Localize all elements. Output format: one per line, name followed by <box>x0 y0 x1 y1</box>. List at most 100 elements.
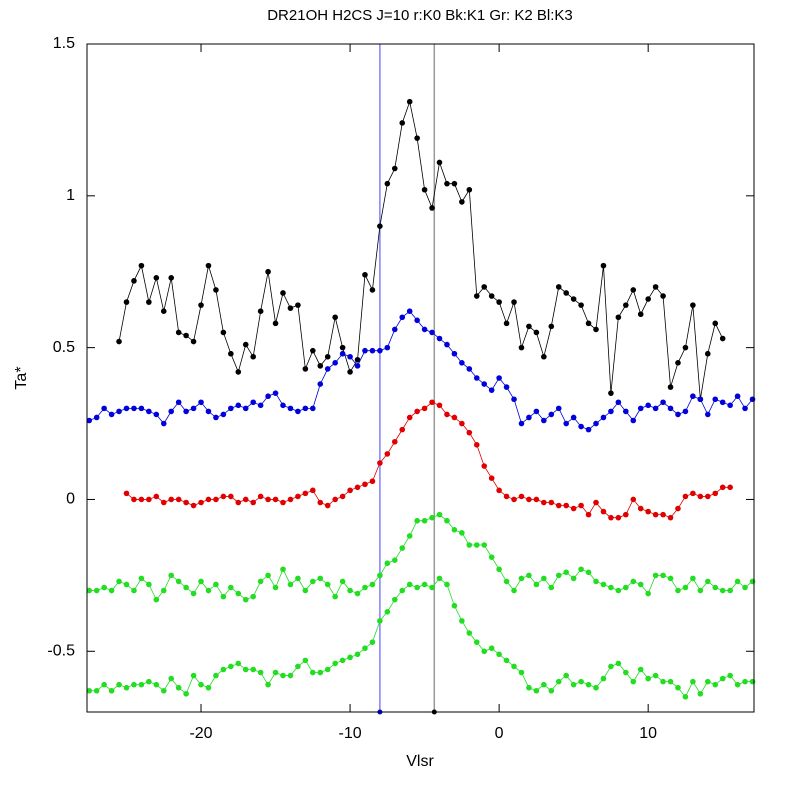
data-point <box>198 681 204 688</box>
data-point <box>295 302 301 308</box>
data-point <box>645 590 651 597</box>
data-point <box>503 493 510 500</box>
data-point <box>548 687 555 694</box>
data-point <box>436 335 443 342</box>
data-point <box>332 360 338 366</box>
x-tick-label: 0 <box>495 725 504 742</box>
data-point <box>399 120 406 126</box>
data-point <box>541 353 547 360</box>
data-point <box>421 581 428 588</box>
data-point <box>116 578 122 585</box>
data-point <box>511 663 517 670</box>
data-point <box>608 408 614 415</box>
data-point <box>637 666 644 673</box>
data-point <box>183 332 189 339</box>
data-point <box>690 678 696 685</box>
x-axis-label: Vlsr <box>406 753 434 770</box>
data-point <box>473 293 480 299</box>
data-point <box>362 347 368 354</box>
data-point <box>719 484 726 491</box>
data-point <box>578 502 584 509</box>
data-point <box>414 135 420 141</box>
data-point <box>362 645 368 652</box>
data-point <box>451 414 458 421</box>
data-point <box>220 411 227 418</box>
data-point <box>444 581 450 588</box>
data-point <box>608 514 614 521</box>
data-point <box>295 408 301 415</box>
data-point <box>101 681 107 688</box>
data-point <box>719 399 726 406</box>
data-point <box>630 578 637 585</box>
data-point <box>310 669 316 676</box>
data-point <box>190 338 197 345</box>
data-point <box>555 502 562 509</box>
data-point <box>682 694 689 700</box>
data-point <box>690 393 696 400</box>
data-point <box>503 578 510 585</box>
data-point <box>257 402 264 409</box>
data-point <box>511 587 517 594</box>
data-point <box>131 587 137 594</box>
data-point <box>153 596 160 603</box>
data-point <box>116 338 122 345</box>
data-point <box>399 314 406 321</box>
data-point <box>317 363 324 369</box>
data-point <box>570 505 577 512</box>
data-point <box>362 271 368 278</box>
data-point <box>242 596 249 603</box>
data-point <box>406 581 413 588</box>
data-point <box>220 593 227 600</box>
data-point <box>160 420 167 427</box>
data-point <box>623 302 629 308</box>
data-point <box>347 353 353 360</box>
data-point <box>682 344 689 351</box>
data-point <box>526 572 532 579</box>
data-point <box>123 299 130 305</box>
data-point <box>205 684 212 691</box>
data-point <box>473 442 480 448</box>
data-point <box>354 356 361 363</box>
data-point <box>704 493 711 500</box>
data-point <box>377 347 383 354</box>
data-point <box>295 493 301 500</box>
data-point <box>563 502 569 509</box>
data-point <box>287 496 294 503</box>
y-tick-label: 0.5 <box>53 339 75 356</box>
data-point <box>354 363 361 369</box>
data-point <box>160 687 167 694</box>
data-point <box>138 405 145 412</box>
data-point <box>332 660 338 667</box>
data-point <box>466 542 473 548</box>
data-point <box>712 396 719 403</box>
data-point <box>347 369 353 375</box>
data-point <box>570 575 577 582</box>
data-point <box>511 299 517 305</box>
data-point <box>600 414 607 421</box>
data-point <box>660 293 666 299</box>
y-axis-label: Ta* <box>13 366 30 389</box>
data-point <box>257 308 264 315</box>
data-point <box>406 308 413 315</box>
data-point <box>481 542 488 548</box>
data-point <box>690 490 696 497</box>
data-point <box>168 496 175 503</box>
data-point <box>652 511 659 518</box>
data-point <box>727 484 733 491</box>
data-point <box>518 669 525 676</box>
data-point <box>131 496 137 503</box>
data-point <box>675 411 681 418</box>
data-point <box>690 302 696 308</box>
data-point <box>608 663 614 670</box>
data-point <box>272 669 279 676</box>
data-point <box>630 287 637 293</box>
data-point <box>585 320 592 327</box>
data-point <box>667 678 674 685</box>
data-point <box>615 514 622 521</box>
data-point <box>235 499 242 506</box>
data-point <box>332 314 338 321</box>
data-point <box>250 593 256 600</box>
data-point <box>593 499 599 506</box>
data-point <box>481 463 488 469</box>
data-point <box>436 511 443 518</box>
